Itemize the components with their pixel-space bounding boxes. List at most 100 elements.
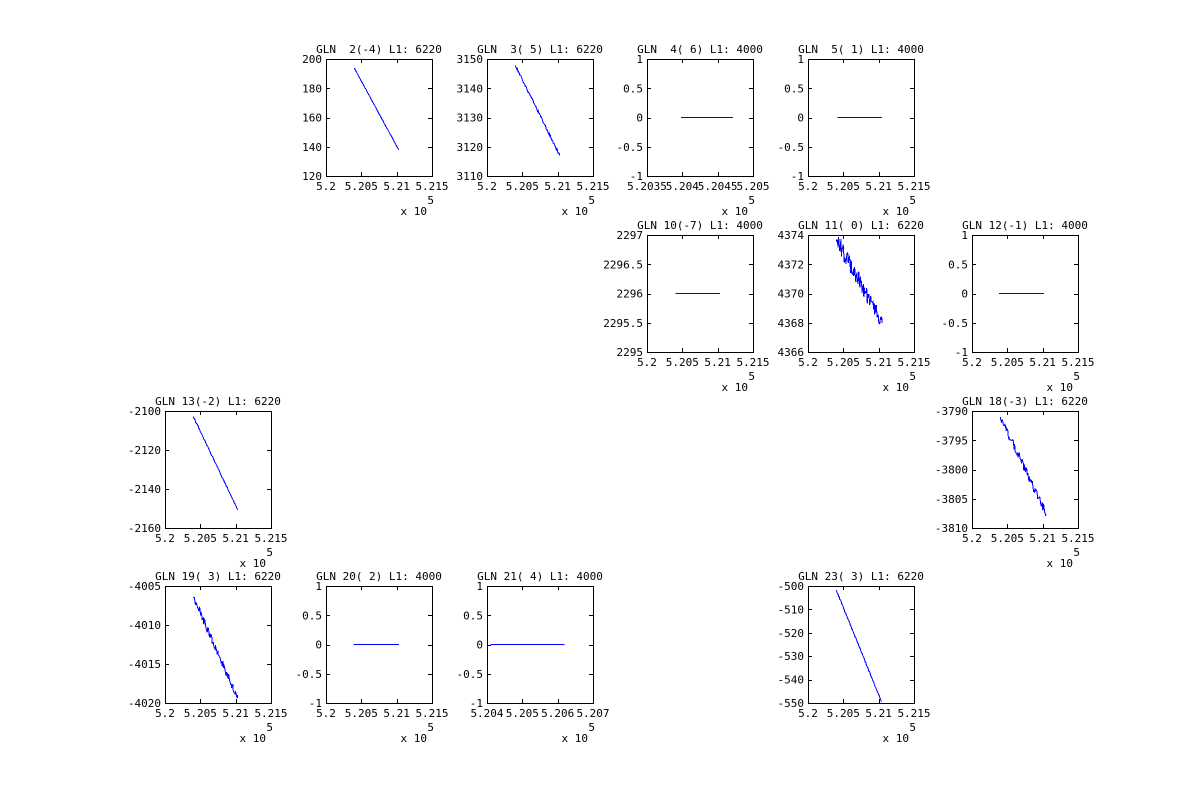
- x-exponent-power: 5: [427, 194, 434, 207]
- x-exponent-power: 5: [266, 721, 273, 734]
- x-tick-label: 5.205: [736, 180, 769, 193]
- y-tick-label: 1: [636, 53, 643, 66]
- subplot-gln-19: GLN 19( 3) L1: 6220 5.2 5.205 5.21 5.215 -402…: [128, 570, 288, 745]
- y-tick-label: -2160: [128, 522, 161, 535]
- y-tick-label: -0.5: [942, 317, 969, 330]
- x-exponent-base: x 10: [1047, 557, 1074, 570]
- x-exponent-power: 5: [588, 721, 595, 734]
- axes-box: [807, 59, 915, 177]
- chart-title: GLN 18(-3) L1: 6220: [962, 395, 1088, 408]
- x-exponent-base: x 10: [1047, 381, 1074, 394]
- y-tick-label: -540: [777, 673, 804, 686]
- x-tick-label: 5.215: [1061, 356, 1094, 369]
- y-tick-label: 4374: [777, 229, 804, 242]
- x-tick-label: 5.205: [826, 356, 859, 369]
- x-tick-label: 5.2: [798, 180, 818, 193]
- x-exponent-base: x 10: [240, 557, 267, 570]
- y-tick-label: 180: [302, 82, 322, 95]
- x-tick-label: 5.21: [222, 707, 249, 720]
- y-tick-label: -510: [777, 603, 804, 616]
- axes-box: [647, 59, 754, 177]
- subplot-gln-18: GLN 18(-3) L1: 6220 5.2 5.205 5.21 5.215 -381…: [935, 395, 1095, 570]
- x-tick-label: 5.205: [505, 180, 538, 193]
- x-tick-label: 5.21: [704, 356, 731, 369]
- x-exponent-power: 5: [748, 194, 755, 207]
- x-tick-label: 5.205: [991, 532, 1024, 545]
- x-tick-label: 5.21: [544, 180, 571, 193]
- chart-title: GLN 19( 3) L1: 6220: [155, 570, 281, 583]
- y-tick-label: -4005: [128, 580, 161, 593]
- y-tick-label: -550: [777, 697, 804, 710]
- x-tick-label: 5.2: [798, 707, 818, 720]
- x-tick-label: 5.2: [316, 180, 336, 193]
- y-tick-label: 4366: [777, 346, 804, 359]
- y-tick-label: 0.5: [302, 609, 322, 622]
- y-tick-label: 140: [302, 141, 322, 154]
- x-tick-label: 5.205: [505, 707, 538, 720]
- subplot-gln-20: GLN 20( 2) L1: 4000 5.2 5.205 5.21 5.215 -1 -0…: [295, 570, 448, 745]
- y-tick-label: 4370: [777, 288, 804, 301]
- x-exponent-base: x 10: [882, 381, 909, 394]
- x-tick-label: 5.206: [541, 707, 574, 720]
- y-tick-label: 2295: [617, 346, 644, 359]
- x-tick-label: 5.205: [666, 356, 699, 369]
- x-exponent-power: 5: [1073, 546, 1080, 559]
- data-line: [514, 65, 560, 156]
- y-tick-label: -4020: [128, 697, 161, 710]
- y-tick-label: -3795: [935, 434, 968, 447]
- x-tick-label: 5.2: [798, 356, 818, 369]
- chart-title: GLN 4( 6) L1: 4000: [637, 43, 763, 56]
- chart-title: GLN 3( 5) L1: 6220: [477, 43, 603, 56]
- y-tick-label: -520: [777, 626, 804, 639]
- x-tick-label: 5.21: [222, 532, 249, 545]
- y-tick-label: -0.5: [456, 667, 483, 680]
- x-exponent-power: 5: [909, 194, 916, 207]
- chart-title: GLN 20( 2) L1: 4000: [316, 570, 442, 583]
- x-tick-label: 5.215: [897, 180, 930, 193]
- y-tick-label: -3800: [935, 463, 968, 476]
- y-tick-label: 3140: [456, 82, 483, 95]
- x-exponent-base: x 10: [882, 732, 909, 745]
- y-tick-label: -0.5: [617, 141, 644, 154]
- y-tick-label: -4010: [128, 619, 161, 632]
- x-exponent-base: x 10: [722, 205, 749, 218]
- y-tick-label: 200: [302, 53, 322, 66]
- chart-title: GLN 21( 4) L1: 4000: [477, 570, 603, 583]
- x-tick-label: 5.204: [470, 707, 503, 720]
- x-exponent-power: 5: [427, 721, 434, 734]
- x-exponent-base: x 10: [240, 732, 267, 745]
- chart-title: GLN 5( 1) L1: 4000: [798, 43, 924, 56]
- x-tick-label: 5.2: [155, 707, 175, 720]
- x-tick-label: 5.21: [865, 356, 892, 369]
- x-exponent-power: 5: [1073, 370, 1080, 383]
- x-tick-label: 5.2045: [698, 180, 738, 193]
- subplot-gln-10: GLN 10(-7) L1: 4000 5.2 5.205 5.21 5.215 2295…: [603, 219, 769, 394]
- y-tick-label: -1: [630, 170, 643, 183]
- chart-title: GLN 2(-4) L1: 6220: [316, 43, 442, 56]
- x-tick-label: 5.21: [865, 180, 892, 193]
- data-line: [999, 416, 1047, 517]
- y-tick-label: -3810: [935, 522, 968, 535]
- x-tick-label: 5.207: [576, 707, 609, 720]
- y-tick-label: -3805: [935, 492, 968, 505]
- y-tick-label: 2295.5: [603, 317, 643, 330]
- axes-box: [165, 585, 272, 704]
- axes-box: [325, 585, 433, 704]
- subplot-gln-11: GLN 11( 0) L1: 6220 5.2 5.205 5.21 5.215 4366…: [777, 219, 930, 394]
- y-tick-label: -530: [777, 650, 804, 663]
- y-tick-label: 4368: [777, 317, 804, 330]
- x-tick-label: 5.205: [344, 180, 377, 193]
- y-tick-label: 0: [476, 638, 483, 651]
- data-line: [192, 596, 239, 698]
- x-tick-label: 5.2: [477, 180, 497, 193]
- subplot-gln-05: GLN 5( 1) L1: 4000 5.2 5.205 5.21 5.215 -1 -0.…: [777, 43, 930, 218]
- x-tick-label: 5.2: [316, 707, 336, 720]
- y-tick-label: 0.5: [463, 609, 483, 622]
- x-tick-label: 5.21: [383, 180, 410, 193]
- y-tick-label: -4015: [128, 658, 161, 671]
- x-tick-label: 5.205: [344, 707, 377, 720]
- axes-box: [325, 59, 433, 177]
- data-line: [192, 415, 239, 510]
- axes-box: [486, 59, 594, 177]
- y-tick-label: -0.5: [777, 141, 804, 154]
